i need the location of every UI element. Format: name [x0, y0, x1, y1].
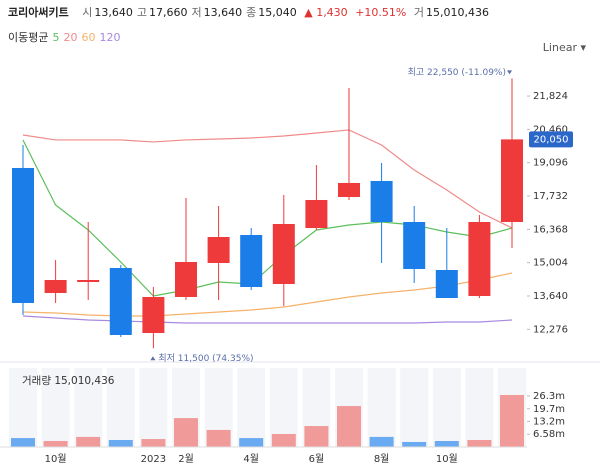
legend-entry: 120	[99, 31, 121, 44]
column-band	[74, 368, 103, 447]
candle-body	[142, 296, 165, 334]
volume-bar	[337, 406, 361, 447]
volume-bar	[76, 436, 101, 447]
y-tick-label: 13.2m	[533, 416, 565, 427]
x-tick-label: 4월	[243, 453, 259, 465]
legend-title: 이동평균	[8, 31, 49, 44]
y-tick-label: 21,824	[533, 91, 568, 102]
x-tick-label: 10월	[436, 453, 458, 465]
column-band	[432, 368, 461, 447]
y-tick-label: 26.3m	[533, 391, 565, 402]
column-band	[465, 368, 494, 447]
volume-bar	[108, 440, 133, 447]
y-tick-label: 19.7m	[533, 404, 565, 415]
moving-average	[22, 139, 513, 297]
candle-body	[12, 167, 34, 304]
candle-body	[403, 221, 426, 269]
header: 코리아써키트 시 13,640 고 17,660 저 13,640 종 15,040 ▲ 1,…	[8, 4, 489, 20]
max-label: 최고 22,550 (-11.09%)	[408, 67, 506, 78]
x-tick-label: 6월	[309, 453, 325, 465]
quote-label: 시	[82, 6, 93, 19]
moving-average	[22, 315, 513, 324]
quote-label: 종	[246, 6, 257, 19]
column-band	[367, 368, 396, 447]
legend: 이동평균 5 20 60 120	[8, 29, 120, 45]
last-price-label: 20,050	[534, 134, 569, 145]
volume-bar	[500, 394, 524, 447]
candle-body	[435, 269, 458, 298]
y-tick-label: 20,460	[533, 124, 568, 135]
volume-bar	[467, 440, 492, 447]
candle-body	[175, 261, 197, 297]
volume-bar	[239, 438, 264, 447]
volume-bar	[11, 438, 35, 447]
column-band	[400, 368, 429, 447]
volume-bar	[402, 441, 427, 447]
volume-bar	[206, 429, 231, 447]
candle-body	[272, 223, 295, 284]
candle-body	[77, 279, 100, 282]
scale-label: Linear	[542, 41, 577, 54]
x-tick-label: 8월	[374, 453, 390, 465]
volume-title: 거래량 15,010,436	[22, 375, 115, 387]
change: ▲ 1,430	[304, 6, 348, 19]
y-tick-label: 19,096	[533, 158, 568, 169]
quote-value: 15,040	[258, 6, 297, 19]
x-tick-label: 2023	[141, 454, 166, 465]
legend-entry: 20	[63, 31, 78, 44]
min-label: 최저 11,500 (74.35%)	[158, 353, 253, 364]
column-band	[237, 368, 266, 447]
column-band	[106, 368, 135, 447]
x-tick-label: 10월	[45, 453, 67, 465]
volume-bar	[271, 433, 296, 447]
moving-average	[22, 129, 513, 229]
scale-select[interactable]: Linear ▾	[542, 41, 586, 54]
y-tick-label: 12,276	[533, 324, 568, 335]
max-arrow	[507, 70, 512, 75]
volume-bar	[434, 440, 459, 447]
column-band	[41, 368, 70, 447]
candle-body	[468, 221, 491, 296]
moving-average	[22, 272, 513, 317]
legend-entry: 60	[81, 31, 96, 44]
candle-body	[305, 199, 328, 229]
quote-label: 고	[136, 6, 147, 19]
y-tick-label: 17,732	[533, 191, 568, 202]
stock-name: 코리아써키트	[8, 6, 69, 19]
legend-entry: 5	[52, 31, 60, 44]
column-band	[9, 368, 37, 447]
candle-body	[44, 279, 67, 293]
column-band	[139, 368, 168, 447]
candle-body	[370, 180, 393, 222]
volume-bar	[369, 436, 394, 447]
candle-body	[338, 182, 360, 198]
volume-bar	[174, 418, 198, 447]
quote-value: 13,640	[94, 6, 133, 19]
quote-value: 13,640	[203, 6, 243, 19]
last-price-tag	[529, 131, 573, 148]
y-tick-label: 15,004	[533, 258, 568, 269]
x-tick-label: 2월	[178, 453, 194, 465]
y-tick-label: 13,640	[533, 291, 568, 302]
column-band	[269, 368, 298, 447]
volume-bar	[43, 440, 68, 447]
candle-body	[109, 267, 132, 335]
quote-value: 17,660	[148, 6, 188, 19]
quote-items: 시 13,640 고 17,660 저 13,640 종 15,040	[78, 6, 297, 19]
y-tick-label: 6.58m	[533, 429, 565, 440]
candle-body	[240, 234, 263, 288]
quote-label: 저	[191, 6, 202, 19]
change-pct: +10.51%	[355, 6, 407, 19]
volume-bar	[304, 426, 329, 447]
volume-label: 거	[413, 6, 424, 19]
candle-body	[501, 139, 523, 222]
y-tick-label: 16,368	[533, 224, 568, 235]
volume-bar	[141, 439, 166, 447]
candle-body	[207, 236, 230, 263]
volume-value: 15,010,436	[425, 6, 489, 19]
min-arrow	[150, 356, 156, 361]
